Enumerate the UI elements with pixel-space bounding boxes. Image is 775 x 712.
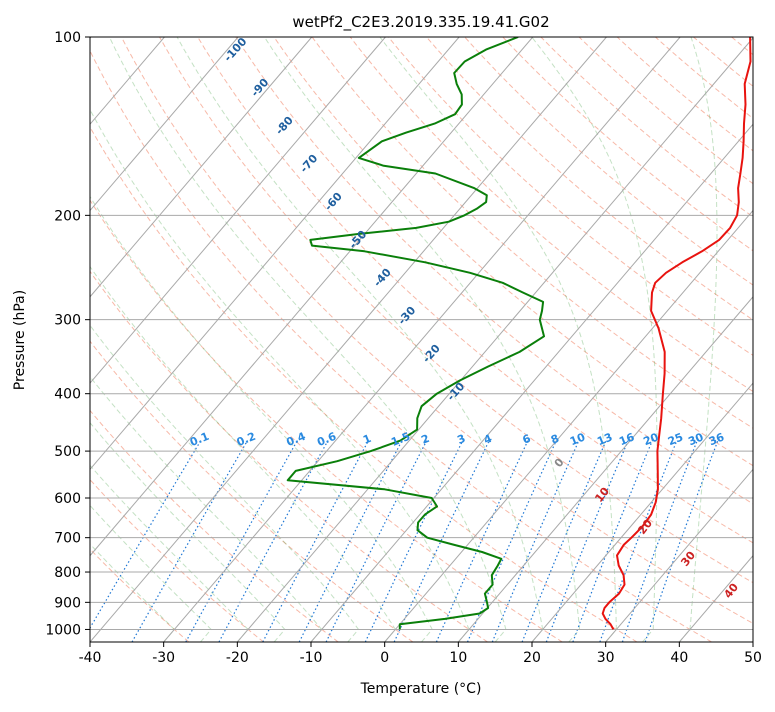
y-tick-label: 500: [54, 444, 81, 460]
y-tick-label: 700: [54, 531, 81, 547]
y-tick-label: 600: [54, 491, 81, 507]
y-tick-label: 200: [54, 208, 81, 224]
y-tick-label: 900: [54, 595, 81, 611]
chart-title: wetPf2_C2E3.2019.335.19.41.G02: [292, 13, 549, 32]
x-tick-label: 50: [744, 650, 762, 666]
y-tick-label: 400: [54, 387, 81, 403]
x-tick-label: 30: [597, 650, 615, 666]
x-tick-label: 40: [670, 650, 688, 666]
x-tick-label: -10: [300, 650, 323, 666]
x-axis-label: Temperature (°C): [360, 681, 482, 697]
x-tick-label: -20: [226, 650, 249, 666]
x-tick-label: 10: [449, 650, 467, 666]
y-tick-label: 800: [54, 565, 81, 581]
x-tick-label: -30: [152, 650, 175, 666]
y-tick-label: 300: [54, 313, 81, 329]
y-axis-label: Pressure (hPa): [12, 290, 28, 390]
x-tick-label: 20: [523, 650, 541, 666]
x-tick-label: -40: [79, 650, 102, 666]
y-tick-label: 1000: [45, 622, 81, 638]
y-tick-label: 100: [54, 30, 81, 46]
x-tick-label: 0: [380, 650, 389, 666]
